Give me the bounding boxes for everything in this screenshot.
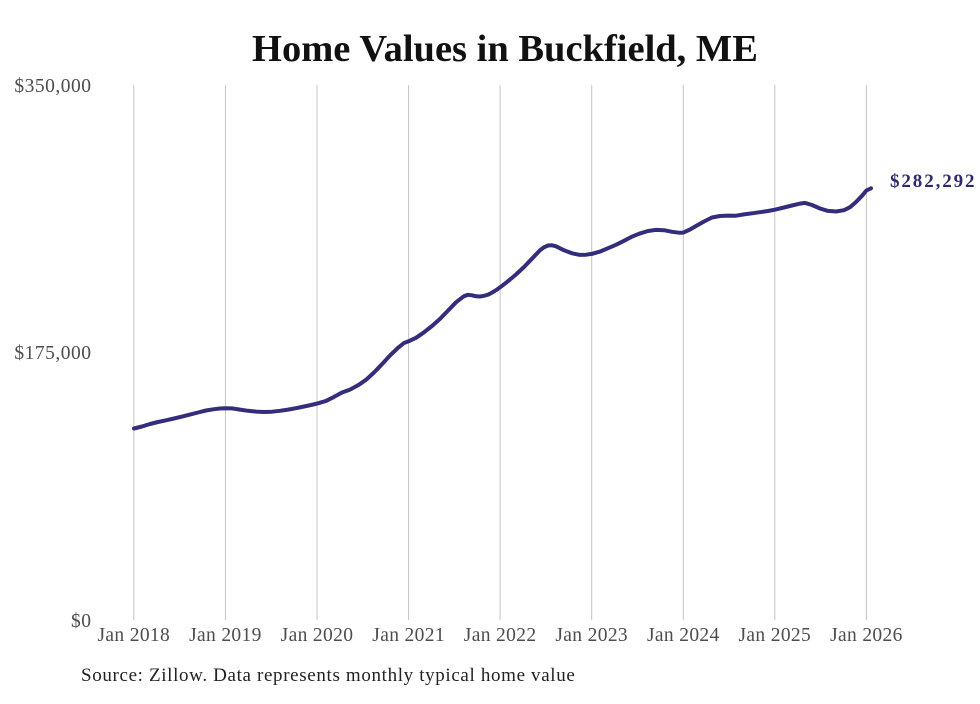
svg-text:Source: Zillow. Data represent: Source: Zillow. Data represents monthly … [81,665,575,686]
svg-text:Jan 2021: Jan 2021 [372,625,445,646]
svg-text:$175,000: $175,000 [14,343,91,364]
svg-text:Jan 2020: Jan 2020 [281,625,354,646]
svg-text:Jan 2019: Jan 2019 [189,625,262,646]
svg-text:Home Values in Buckfield, ME: Home Values in Buckfield, ME [252,28,758,70]
svg-text:Jan 2024: Jan 2024 [647,625,720,646]
svg-text:Jan 2022: Jan 2022 [464,625,537,646]
svg-text:$350,000: $350,000 [14,76,91,97]
svg-text:Jan 2018: Jan 2018 [97,625,170,646]
svg-text:Jan 2023: Jan 2023 [555,625,628,646]
svg-text:$282,292: $282,292 [890,171,976,192]
svg-text:Jan 2026: Jan 2026 [830,625,903,646]
svg-text:$0: $0 [71,611,92,632]
svg-text:Jan 2025: Jan 2025 [738,625,811,646]
